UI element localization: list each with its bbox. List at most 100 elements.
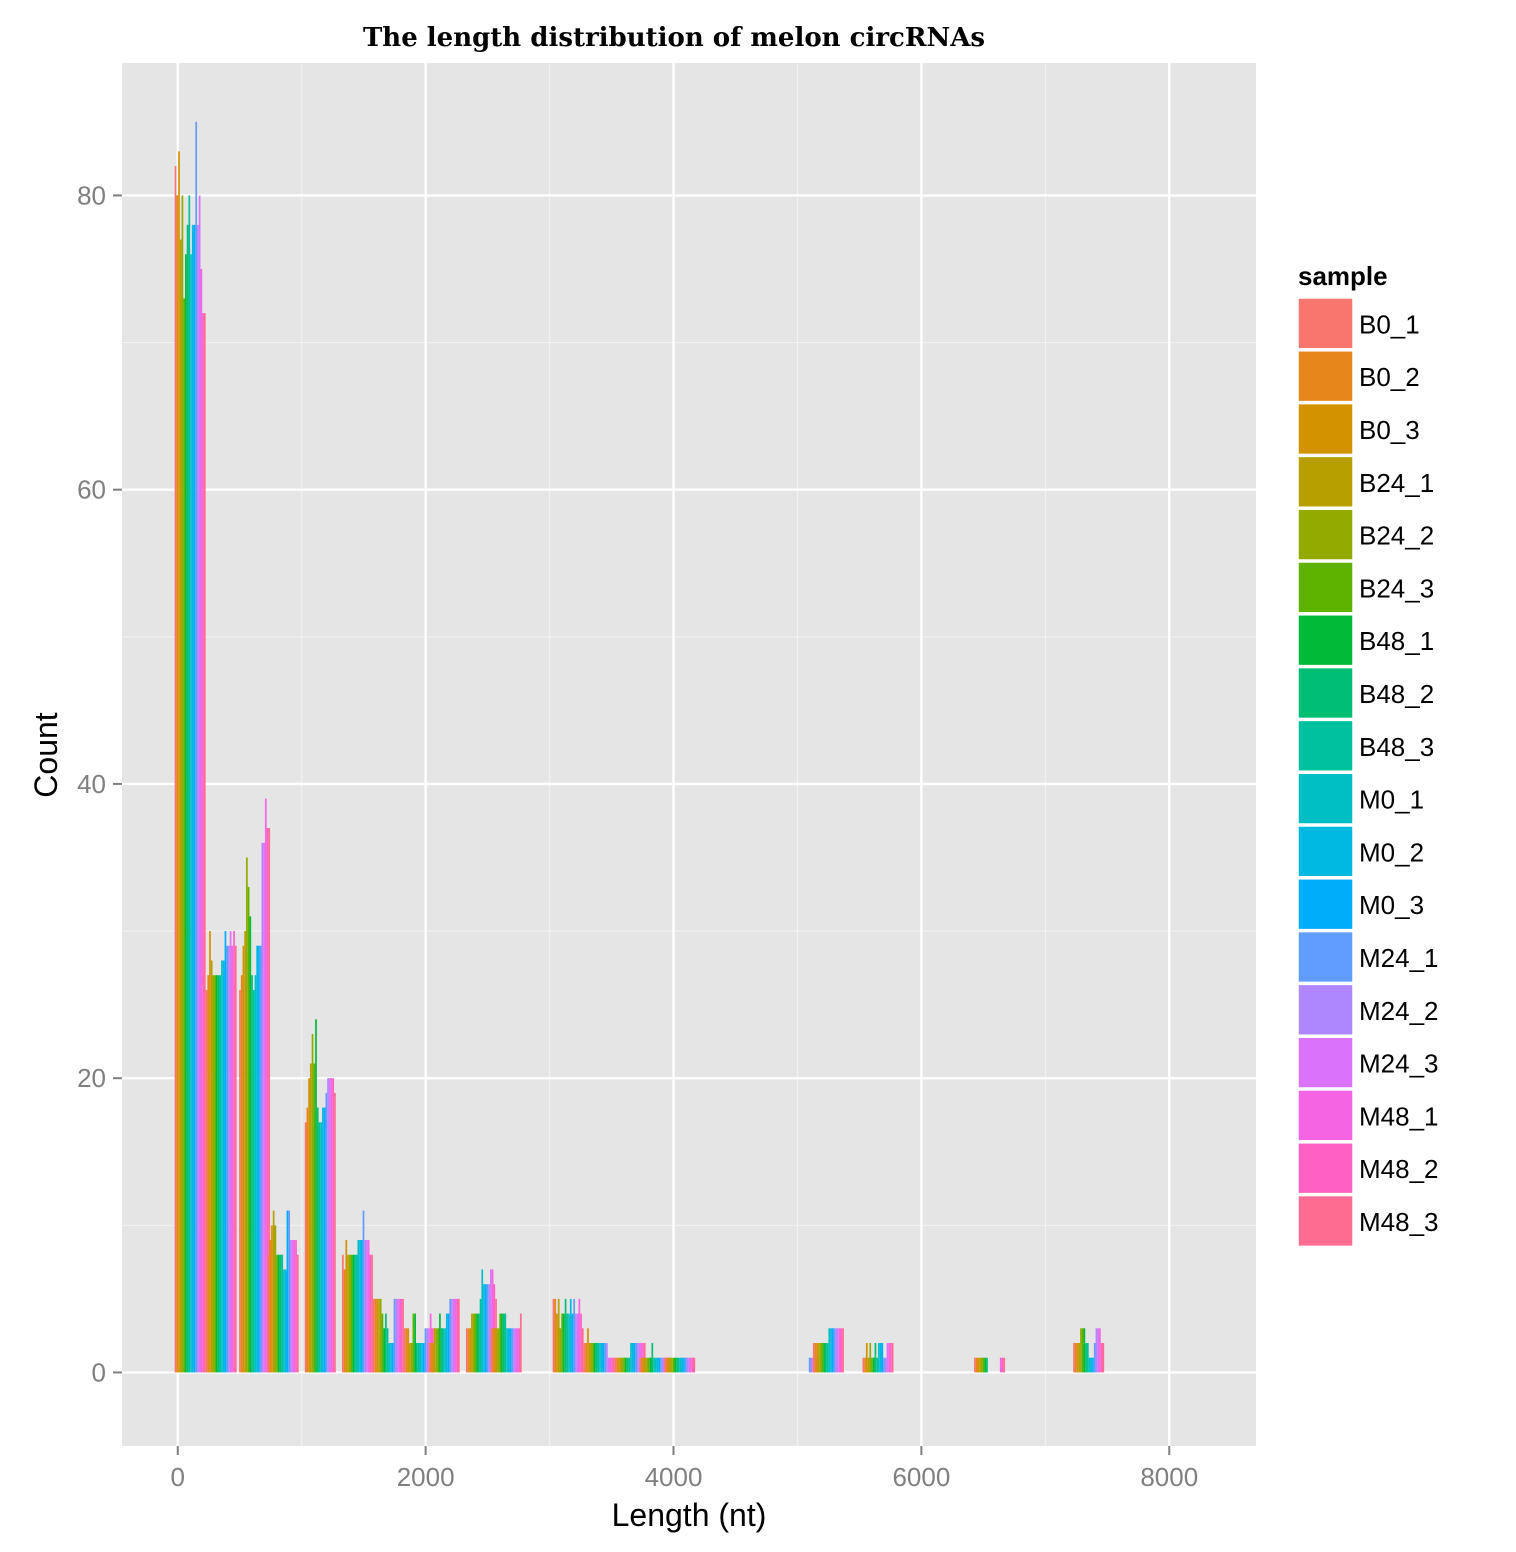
bar-B48_3-3650 [628, 1357, 631, 1373]
bar-B0_3-3150 [556, 1313, 558, 1373]
bar-M48_2-1700 [400, 1298, 403, 1373]
bar-M0_2-3850 [656, 1357, 659, 1373]
bar-B24_2-850 [274, 1225, 277, 1373]
legend-key-B48_3 [1297, 719, 1354, 772]
legend-label-B24_1: B24_1 [1359, 468, 1434, 498]
bar-B24_2-5250 [819, 1343, 822, 1373]
bar-M24_1-850 [288, 1210, 290, 1373]
legend-label-M24_2: M24_2 [1359, 996, 1439, 1026]
bar-B0_3-1150 [308, 1078, 310, 1373]
bar-M24_2-4050 [686, 1357, 689, 1373]
bar-M0_1-350 [221, 960, 223, 1373]
bar-M48_3-1150 [334, 1092, 336, 1373]
bar-B24_3-5250 [821, 1343, 824, 1373]
bar-B24_3-1450 [350, 1254, 353, 1373]
bar-M48_1-620 [264, 798, 267, 1373]
bar-M24_3-3400 [607, 1357, 610, 1373]
bar-B24_1-350 [210, 960, 213, 1373]
bar-B0_3-2450 [469, 1328, 472, 1373]
bar-M0_1-100 [190, 254, 192, 1373]
bar-B0_1-2150 [428, 1343, 431, 1373]
bar-M0_1-3650 [630, 1343, 632, 1373]
bar-B48_2-5250 [824, 1343, 827, 1373]
bar-B0_2-2150 [430, 1343, 433, 1373]
x-tick-label: 0 [171, 1462, 185, 1492]
legend-label-B48_3: B48_3 [1359, 732, 1434, 762]
bar-B0_3-3650 [618, 1357, 620, 1373]
bar-B0_2-3400 [585, 1343, 588, 1373]
bar-B48_2-2450 [477, 1313, 480, 1373]
bar-B48_3-2150 [442, 1328, 445, 1373]
bar-B48_3-1150 [318, 1122, 321, 1373]
bar-M24_3-2150 [452, 1298, 455, 1373]
legend-key-B0_3 [1297, 402, 1354, 456]
bar-M0_2-5650 [879, 1343, 882, 1373]
bar-M48_2-2150 [456, 1298, 458, 1373]
bar-M0_2-3150 [569, 1298, 572, 1373]
bar-B48_2-3150 [564, 1298, 567, 1373]
bar-M24_3-850 [291, 1240, 294, 1373]
bar-M24_3-5250 [837, 1328, 839, 1373]
bar-B24_2-3850 [646, 1357, 649, 1373]
bar-B48_3-5650 [876, 1357, 878, 1373]
bar-M0_1-3400 [599, 1343, 601, 1373]
bar-B48_2-350 [217, 975, 220, 1373]
bar-B0_3-4050 [667, 1357, 670, 1373]
bar-B0_1-1950 [403, 1328, 406, 1373]
legend-label-M24_1: M24_1 [1359, 943, 1439, 973]
bar-M48_2-7350 [1100, 1343, 1103, 1373]
bar-B24_3-2450 [474, 1313, 477, 1373]
bar-B48_2-2150 [440, 1328, 443, 1373]
bar-B0_1-1700 [372, 1298, 375, 1373]
bar-B48_1-1450 [352, 1254, 355, 1373]
bar-M48_1-100 [200, 268, 203, 1373]
bar-B0_3-100 [178, 151, 180, 1373]
bar-B24_1-100 [179, 239, 182, 1373]
bar-M48_2-5650 [890, 1343, 892, 1373]
x-axis: 0 2000 4000 6000 8000 [171, 1446, 1198, 1492]
bar-B24_1-2450 [471, 1313, 473, 1373]
bar-B0_2-620 [240, 975, 243, 1373]
bar-M24_2-3150 [575, 1313, 577, 1373]
bar-B0_1-7350 [1073, 1343, 1075, 1373]
bar-B48_3-5250 [826, 1343, 829, 1373]
bar-B48_2-2650 [502, 1313, 505, 1373]
bar-B0_1-2450 [465, 1328, 468, 1373]
bar-B24_1-3850 [644, 1357, 647, 1373]
bar-M0_1-1700 [388, 1343, 391, 1373]
legend-label-M48_1: M48_1 [1359, 1101, 1439, 1131]
bar-B48_3-100 [188, 195, 191, 1373]
y-tick-label: 0 [92, 1357, 106, 1387]
bar-M48_3-3400 [612, 1357, 615, 1373]
y-axis: 0 20 40 60 80 [77, 180, 122, 1387]
bar-B24_2-1700 [379, 1298, 382, 1373]
bar-M24_3-350 [229, 931, 232, 1373]
bar-M48_2-3150 [580, 1313, 582, 1373]
bar-B24_3-1950 [412, 1313, 415, 1373]
x-tick-label: 4000 [645, 1462, 703, 1492]
bar-M0_2-350 [222, 960, 225, 1373]
bar-B48_2-1950 [416, 1343, 418, 1373]
legend-label-M0_1: M0_1 [1359, 785, 1424, 815]
bar-B24_1-3150 [557, 1298, 560, 1373]
bar-B48_3-3850 [653, 1357, 655, 1373]
bar-M24_1-5050 [808, 1357, 811, 1373]
bar-M0_3-100 [193, 224, 196, 1373]
legend-label-B24_3: B24_3 [1359, 573, 1434, 603]
bar-M48_3-620 [268, 828, 271, 1373]
bar-M24_1-3850 [660, 1357, 662, 1373]
bar-B48_1-3650 [624, 1357, 627, 1373]
bar-B48_2-1450 [354, 1254, 356, 1373]
legend-key-M0_2 [1297, 825, 1354, 878]
legend-label-B0_3: B0_3 [1359, 415, 1420, 445]
bar-B0_2-7350 [1074, 1343, 1077, 1373]
bar-B24_3-7350 [1081, 1328, 1084, 1373]
bar-M24_3-7350 [1097, 1328, 1100, 1373]
bar-B0_2-1150 [306, 1107, 309, 1373]
y-tick-label: 20 [77, 1063, 106, 1093]
bar-B24_3-5650 [871, 1357, 873, 1373]
bar-B0_2-3650 [616, 1357, 619, 1373]
bar-M24_1-350 [226, 945, 229, 1373]
legend-key-B24_3 [1297, 561, 1354, 614]
